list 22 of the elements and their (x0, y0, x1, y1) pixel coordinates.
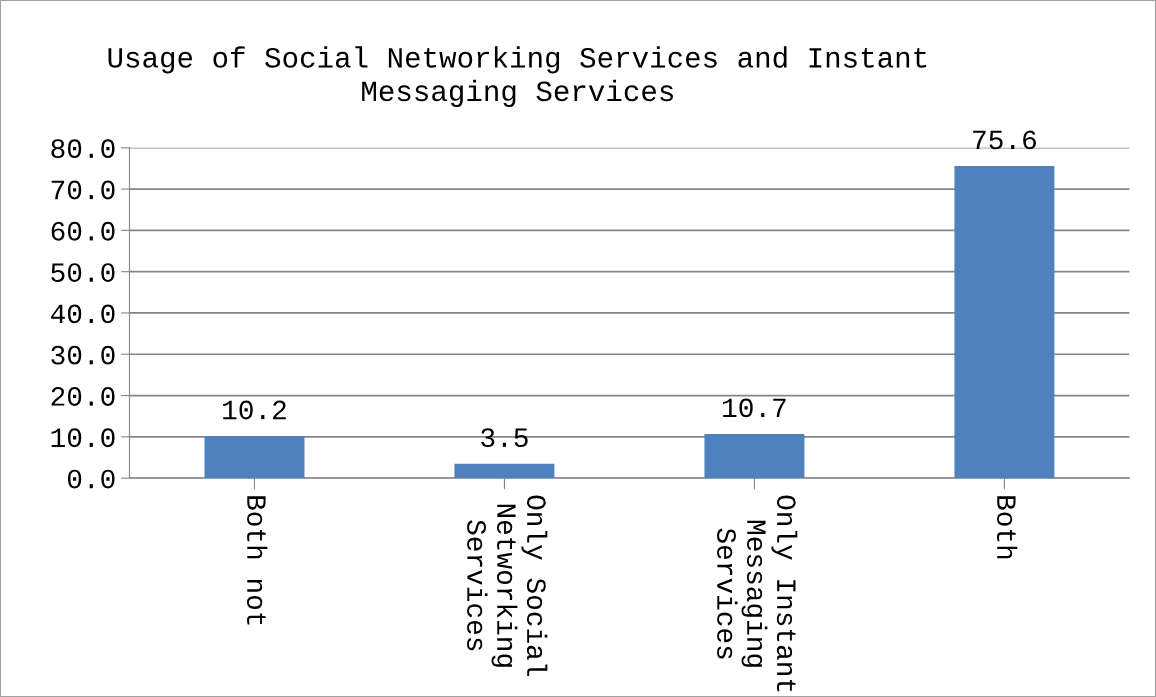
data-label: 10.7 (723, 398, 786, 418)
bar (704, 433, 805, 479)
x-tick-label: Both not (247, 496, 268, 625)
bar (204, 436, 305, 479)
y-tick-label: 60.0 (51, 221, 115, 241)
y-tick-label: 40.0 (50, 304, 115, 324)
y-tick-label: 0.0 (67, 469, 115, 489)
bar (954, 165, 1055, 479)
y-tick-label: 50.0 (51, 263, 115, 282)
data-label: 10.2 (223, 400, 286, 420)
y-tick-label: 30.0 (51, 345, 115, 365)
x-tick-label: Only Social Networking Services (467, 495, 548, 676)
y-tick-label: 20.0 (51, 387, 115, 406)
x-tick-label: Both (996, 496, 1018, 559)
data-label: 3.5 (481, 428, 528, 448)
y-tick-label: 10.0 (51, 428, 115, 448)
data-label: 75.6 (973, 130, 1036, 150)
y-tick-label: 80.0 (51, 139, 115, 159)
x-tick-label: Only Instant Messaging Services (717, 495, 798, 692)
y-tick-label: 70.0 (51, 180, 115, 200)
chart-title: Usage of Social Networking Services and Instant Messaging Services (108, 46, 927, 108)
bar (454, 463, 555, 479)
